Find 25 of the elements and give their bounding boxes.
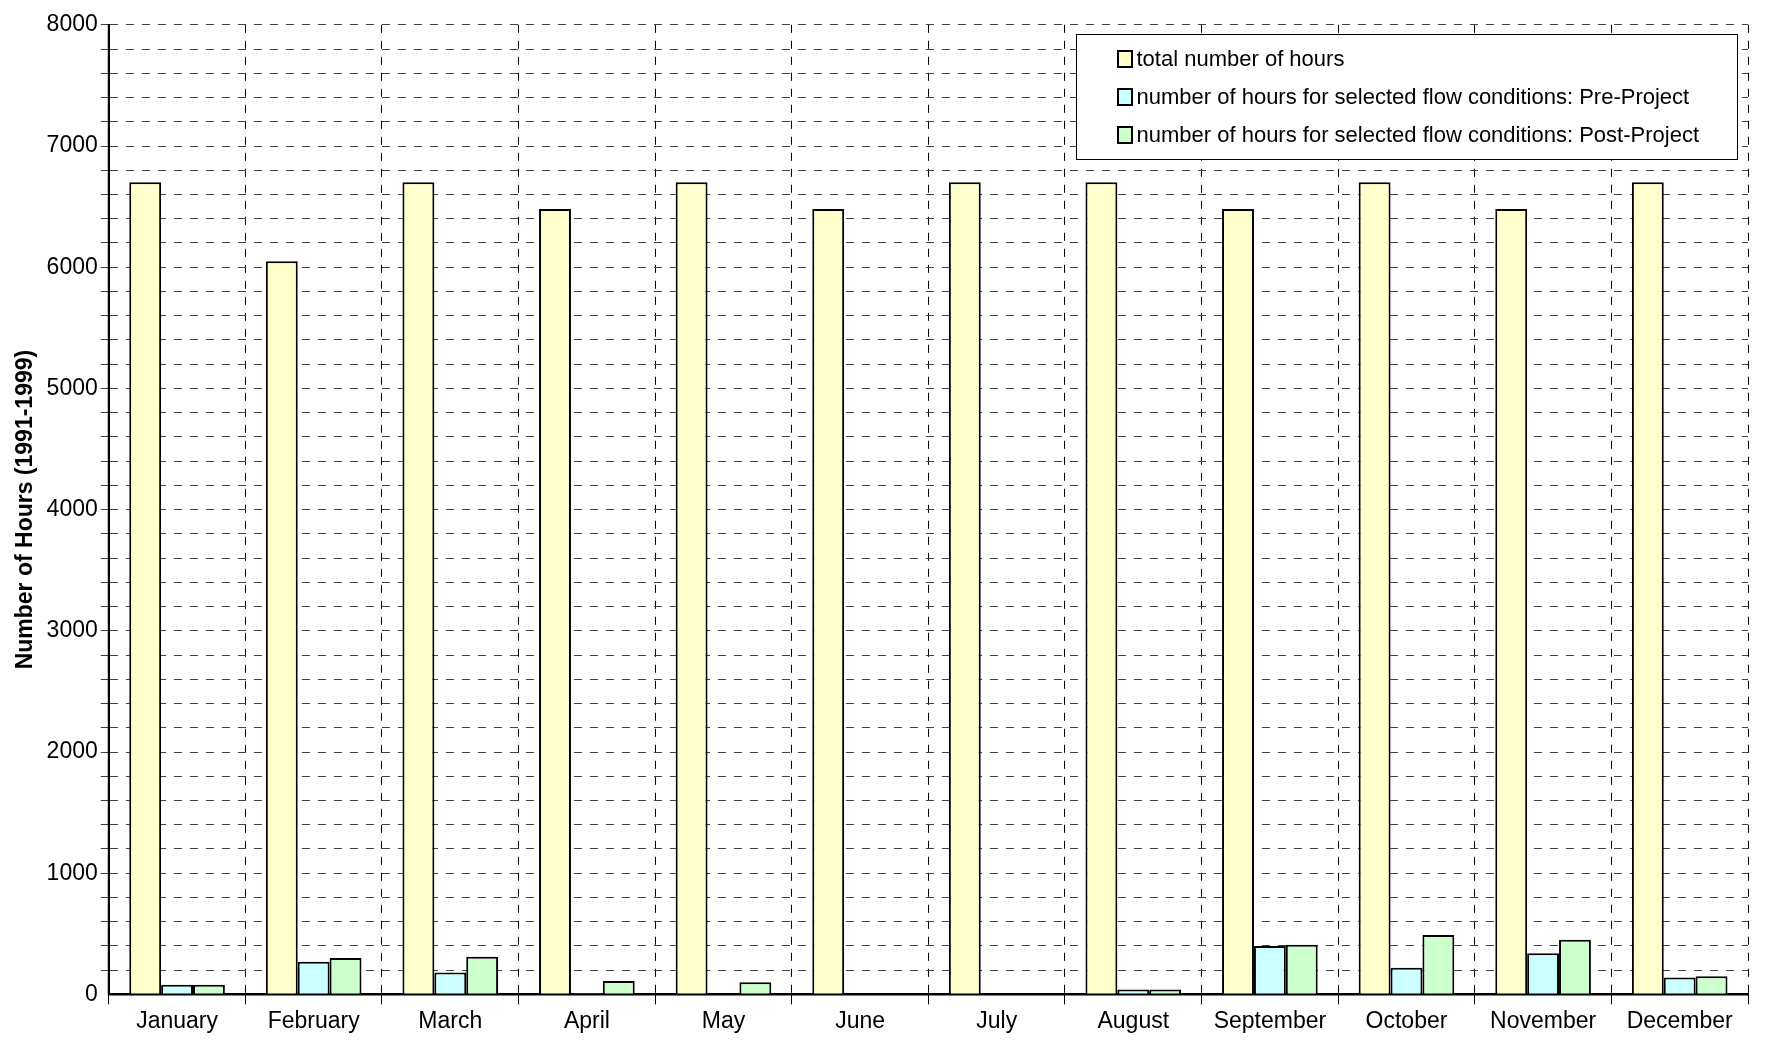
y-tick-label: 6000: [46, 252, 98, 279]
x-tick-label: May: [701, 1006, 746, 1033]
y-tick-label: 7000: [46, 131, 98, 158]
y-tick-label: 2000: [46, 737, 98, 764]
x-tick-label: April: [563, 1006, 610, 1033]
x-tick-label: March: [418, 1006, 483, 1033]
legend-label: total number of hours: [1136, 45, 1345, 73]
x-tick-label: August: [1097, 1006, 1170, 1033]
legend-label: number of hours for selected flow conditions: Pre-Project: [1136, 83, 1690, 111]
y-tick-label: 0: [84, 979, 98, 1006]
y-tick-label: 5000: [46, 373, 98, 400]
x-tick-label: June: [835, 1006, 886, 1033]
y-tick-label: 1000: [46, 858, 98, 885]
y-tick-label: 3000: [46, 616, 98, 643]
y-axis-title: Number of Hours (1991-1999): [11, 349, 38, 670]
x-tick-label: January: [136, 1006, 219, 1033]
y-tick-label: 8000: [46, 10, 98, 37]
y-tick-label: 4000: [46, 494, 98, 521]
x-tick-label: February: [267, 1006, 361, 1033]
legend-label: number of hours for selected flow conditions: Post-Project: [1136, 121, 1699, 149]
x-tick-label: November: [1490, 1006, 1597, 1033]
x-tick-label: October: [1365, 1006, 1448, 1033]
x-tick-label: December: [1626, 1006, 1734, 1033]
x-tick-label: September: [1213, 1006, 1327, 1033]
x-tick-label: July: [976, 1006, 1018, 1033]
